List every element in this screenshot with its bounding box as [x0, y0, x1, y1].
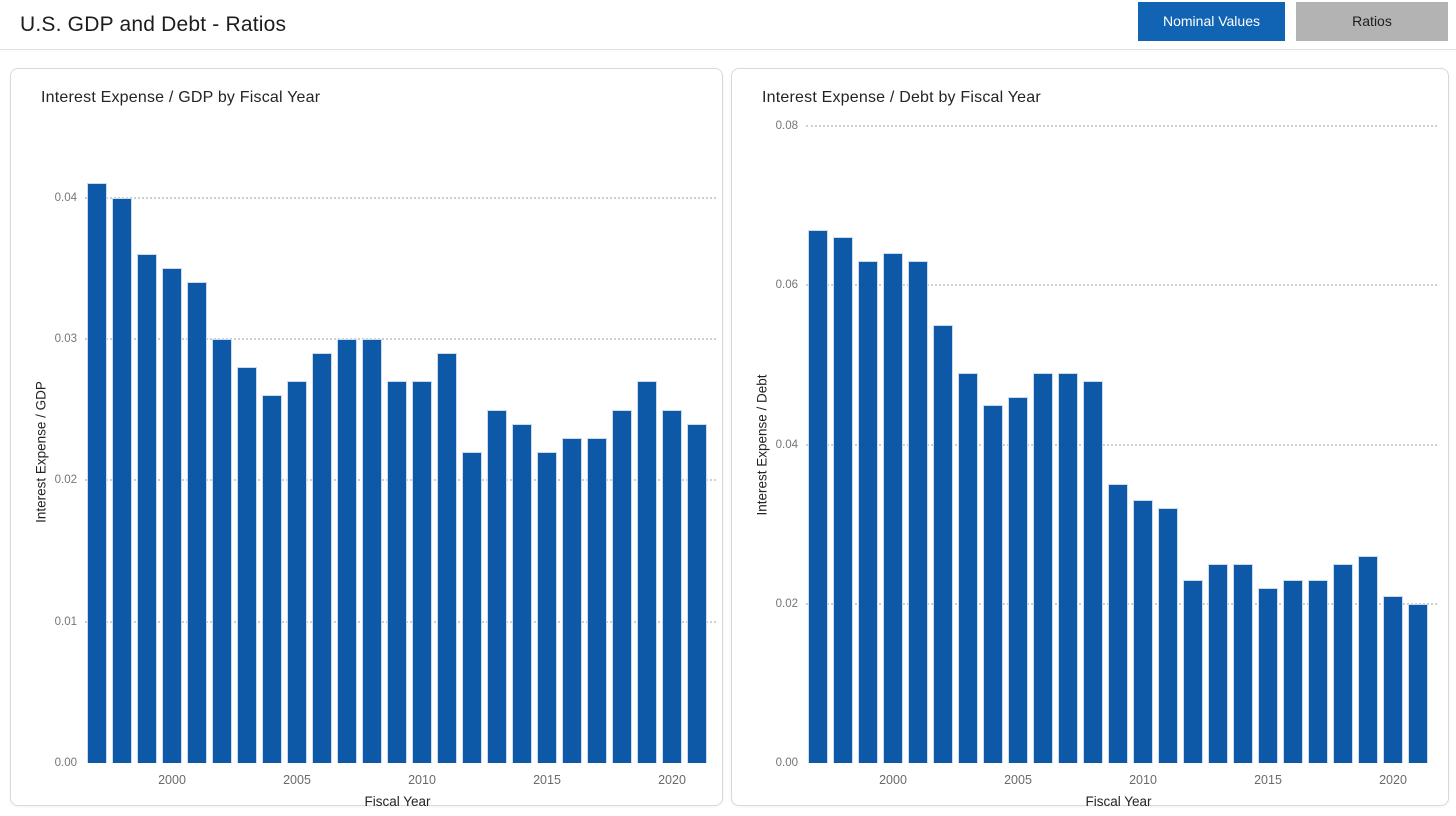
gridline: [806, 443, 1437, 446]
bar[interactable]: [1158, 508, 1178, 763]
x-axis-title: Fiscal Year: [1085, 794, 1152, 809]
x-axis-tick-label: 2020: [658, 773, 686, 787]
bar[interactable]: [908, 261, 928, 763]
gridline: [85, 196, 716, 199]
bar[interactable]: [1208, 563, 1228, 763]
page-nav-buttons: Nominal Values Ratios: [1138, 1, 1448, 41]
y-axis-tick-label: 0.00: [775, 757, 798, 769]
bar[interactable]: [687, 423, 707, 763]
y-axis-title: Interest Expense / GDP: [33, 381, 49, 523]
bar[interactable]: [933, 325, 953, 763]
bar[interactable]: [637, 381, 657, 763]
x-axis-tick-label: 2015: [1254, 773, 1282, 787]
bar[interactable]: [187, 282, 207, 763]
bar[interactable]: [1333, 563, 1353, 763]
y-axis-tick-label: 0.06: [775, 279, 798, 292]
y-axis-tick-label: 0.03: [54, 332, 77, 345]
bar[interactable]: [537, 452, 557, 763]
bar[interactable]: [1233, 563, 1253, 763]
bar[interactable]: [1283, 579, 1303, 763]
bar[interactable]: [612, 409, 632, 763]
chart-title: Interest Expense / Debt by Fiscal Year: [762, 89, 1041, 106]
bar[interactable]: [1033, 372, 1053, 763]
bar[interactable]: [587, 437, 607, 763]
bar[interactable]: [112, 197, 132, 763]
gridline: [806, 284, 1437, 287]
bar[interactable]: [1258, 587, 1278, 763]
bar[interactable]: [662, 409, 682, 763]
x-axis-tick-label: 2000: [158, 773, 186, 787]
bar[interactable]: [1083, 380, 1103, 763]
gridline: [85, 337, 716, 340]
bar-chart-interest-gdp: Interest Expense / GDP by Fiscal Year 0.…: [11, 69, 722, 809]
y-axis-tick-label: 0.04: [54, 191, 77, 204]
bar[interactable]: [983, 404, 1003, 763]
x-axis-tick-label: 2000: [879, 773, 907, 787]
report-header: U.S. GDP and Debt - Ratios Nominal Value…: [0, 0, 1456, 50]
bar[interactable]: [462, 452, 482, 763]
bar[interactable]: [808, 229, 828, 763]
x-axis-tick-label: 2015: [533, 773, 561, 787]
bar[interactable]: [262, 395, 282, 763]
bar[interactable]: [287, 381, 307, 763]
bar[interactable]: [1408, 603, 1428, 763]
bar[interactable]: [1058, 372, 1078, 763]
y-axis-tick-label: 0.00: [54, 757, 77, 769]
bar[interactable]: [1008, 396, 1028, 763]
nominal-values-button[interactable]: Nominal Values: [1138, 1, 1285, 41]
chart-card-interest-gdp: Interest Expense / GDP by Fiscal Year 0.…: [10, 68, 723, 809]
bar[interactable]: [858, 261, 878, 763]
y-axis-tick-label: 0.01: [54, 615, 77, 628]
bar[interactable]: [312, 353, 332, 763]
page-title: U.S. GDP and Debt - Ratios: [20, 12, 287, 36]
y-axis-title: Interest Expense / Debt: [754, 373, 770, 516]
bar[interactable]: [362, 338, 382, 763]
bar[interactable]: [387, 381, 407, 763]
x-axis-title: Fiscal Year: [364, 794, 431, 809]
x-axis-tick-label: 2005: [283, 773, 311, 787]
bar[interactable]: [1383, 595, 1403, 763]
bar[interactable]: [337, 338, 357, 763]
x-axis-tick-label: 2020: [1379, 773, 1407, 787]
bar[interactable]: [1183, 579, 1203, 763]
chart-title: Interest Expense / GDP by Fiscal Year: [41, 89, 321, 106]
x-axis-tick-label: 2010: [1129, 773, 1157, 787]
gridline: [806, 125, 1437, 127]
bar[interactable]: [437, 353, 457, 763]
bar-chart-interest-debt: Interest Expense / Debt by Fiscal Year 0…: [732, 69, 1448, 809]
y-axis-tick-label: 0.04: [775, 438, 798, 451]
x-axis-tick-label: 2005: [1004, 773, 1032, 787]
bar[interactable]: [1308, 579, 1328, 763]
bar[interactable]: [87, 183, 107, 763]
bar[interactable]: [1108, 484, 1128, 763]
ratios-button[interactable]: Ratios: [1296, 1, 1448, 41]
bar[interactable]: [237, 367, 257, 763]
bar[interactable]: [487, 409, 507, 763]
y-axis-tick-label: 0.02: [775, 597, 798, 610]
x-axis-tick-label: 2010: [408, 773, 436, 787]
bar[interactable]: [833, 237, 853, 763]
bar[interactable]: [162, 268, 182, 763]
bar[interactable]: [137, 254, 157, 763]
bar[interactable]: [562, 437, 582, 763]
y-axis-tick-label: 0.02: [54, 474, 77, 487]
chart-card-interest-debt: Interest Expense / Debt by Fiscal Year 0…: [731, 68, 1449, 809]
bar[interactable]: [883, 253, 903, 763]
bar[interactable]: [512, 423, 532, 763]
bar[interactable]: [212, 338, 232, 763]
bar[interactable]: [1358, 555, 1378, 763]
bar[interactable]: [1133, 500, 1153, 763]
bar[interactable]: [958, 372, 978, 763]
y-axis-tick-label: 0.08: [775, 120, 798, 132]
bar[interactable]: [412, 381, 432, 763]
